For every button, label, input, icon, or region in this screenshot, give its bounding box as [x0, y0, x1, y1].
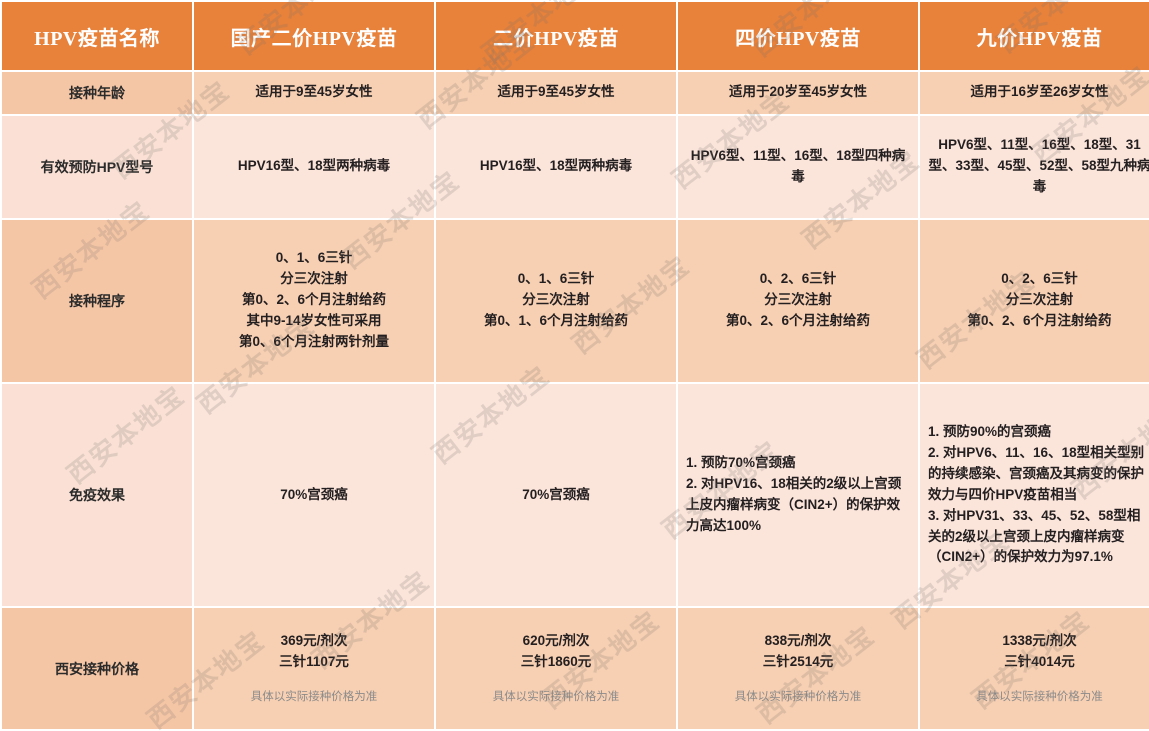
cell-line: HPV6型、11型、16型、18型、31型、33型、45型、52型、58型九种病…: [928, 137, 1149, 195]
cell-line: HPV16型、18型两种病毒: [237, 158, 391, 174]
table-cell: 0、1、6三针 分三次注射第0、2、6个月注射给药 其中9-14岁女性可采用 第0、6…: [194, 219, 434, 382]
cell-footnote: 具体以实际接种价格为准: [250, 690, 378, 703]
cell-footnote: 具体以实际接种价格为准: [492, 690, 620, 703]
cell-line: 2. 对HPV6、11、16、18型相关型别的持续感染、宫颈癌及其病变的保护效力…: [928, 444, 1145, 502]
table-cell: HPV16型、18型两种病毒: [436, 115, 676, 218]
cell-line: HPV6型、11型、16型、18型四种病毒: [690, 147, 906, 184]
column-header-1: 国产二价HPV疫苗: [194, 2, 434, 70]
table-header-row: HPV疫苗名称 国产二价HPV疫苗 二价HPV疫苗 四价HPV疫苗 九价HPV疫苗: [2, 2, 1149, 70]
table-cell: 适用于16岁至26岁女性: [920, 72, 1149, 114]
cell-line: 三针1107元: [279, 653, 349, 669]
cell-line: 适用于16岁至26岁女性: [970, 84, 1109, 100]
column-header-4: 九价HPV疫苗: [920, 2, 1149, 70]
cell-line: 适用于9至45岁女性: [497, 84, 615, 100]
cell-line: 第0、1、6个月注射给药: [483, 313, 629, 329]
cell-line: 70%宫颈癌: [522, 486, 590, 502]
table-row: 接种程序 0、1、6三针 分三次注射 第0、2、6个月注射给药 其中9-14岁女性可采用…: [2, 219, 1149, 382]
column-header-3: 四价HPV疫苗: [678, 2, 918, 70]
cell-line: 0、2、6三针: [1001, 271, 1078, 287]
table-cell: 1. 预防70%宫颈癌 2. 对HPV16、18相关的2级以上宫颈上皮内瘤样病变（…: [678, 383, 918, 607]
row-label: 西安接种价格: [2, 608, 192, 729]
cell-line: 620元/剂次: [522, 632, 590, 648]
table-row: 西安接种价格 369元/剂次 三针1107元 具体以实际接种价格为准 620元/剂次 三针…: [2, 608, 1149, 729]
cell-footnote: 具体以实际接种价格为准: [734, 690, 862, 703]
table-cell: HPV6型、11型、16型、18型四种病毒: [678, 115, 918, 218]
cell-line: 1. 预防70%宫颈癌: [686, 455, 796, 471]
table-cell: 1. 预防90%的宫颈癌 2. 对HPV6、11、16、18型相关型别的持续感染、…: [920, 383, 1149, 607]
table-row: 有效预防HPV型号 HPV16型、18型两种病毒 HPV16型、18型两种病毒 HPV…: [2, 115, 1149, 218]
cell-line: 适用于20岁至45岁女性: [728, 84, 868, 100]
row-label: 有效预防HPV型号: [2, 115, 192, 218]
cell-line: 838元/剂次: [764, 632, 832, 648]
cell-line: 三针2514元: [762, 653, 834, 669]
cell-line: 1. 预防90%的宫颈癌: [928, 423, 1052, 439]
row-label: 接种年龄: [2, 72, 192, 114]
cell-line: 适用于9至45岁女性: [255, 84, 373, 100]
table-cell: HPV6型、11型、16型、18型、31型、33型、45型、52型、58型九种病…: [920, 115, 1149, 218]
cell-line: 三针1860元: [520, 653, 592, 669]
row-label: 接种程序: [2, 219, 192, 382]
cell-line: 其中9-14岁女性可采用: [246, 313, 382, 329]
cell-line: 分三次注射: [764, 292, 832, 308]
cell-line: 0、1、6三针: [275, 250, 353, 266]
column-header-2: 二价HPV疫苗: [436, 2, 676, 70]
table-cell: 369元/剂次 三针1107元具体以实际接种价格为准: [194, 608, 434, 729]
cell-line: 70%宫颈癌: [280, 486, 348, 502]
table-cell: 适用于9至45岁女性: [194, 72, 434, 114]
cell-line: 369元/剂次: [280, 632, 348, 648]
table-cell: 620元/剂次 三针1860元具体以实际接种价格为准: [436, 608, 676, 729]
table-cell: 70%宫颈癌: [436, 383, 676, 607]
cell-line: 分三次注射: [522, 292, 590, 308]
cell-line: 1338元/剂次: [1002, 632, 1077, 648]
table-row: 免疫效果 70%宫颈癌 70%宫颈癌 1. 预防70%宫颈癌 2. 对HPV16、18相…: [2, 383, 1149, 607]
cell-line: 分三次注射: [1005, 292, 1074, 308]
cell-line: 三针4014元: [1004, 653, 1075, 669]
cell-line: 第0、2、6个月注射给药: [241, 292, 387, 308]
table-cell: 838元/剂次 三针2514元具体以实际接种价格为准: [678, 608, 918, 729]
row-label: 免疫效果: [2, 383, 192, 607]
cell-line: 2. 对HPV16、18相关的2级以上宫颈上皮内瘤样病变（CIN2+）的保护效力…: [686, 476, 902, 534]
table-cell: 0、2、6三针 分三次注射第0、2、6个月注射给药: [678, 219, 918, 382]
table-cell: 适用于20岁至45岁女性: [678, 72, 918, 114]
header-row-label: HPV疫苗名称: [2, 2, 192, 70]
table-cell: 70%宫颈癌: [194, 383, 434, 607]
cell-line: 3. 对HPV31、33、45、52、58型相关的2级以上宫颈上皮内瘤样病变（C…: [928, 507, 1141, 565]
cell-line: HPV16型、18型两种病毒: [479, 158, 633, 174]
cell-line: 第0、2、6个月注射给药: [725, 313, 871, 329]
table-cell: HPV16型、18型两种病毒: [194, 115, 434, 218]
table-cell: 0、1、6三针 分三次注射第0、1、6个月注射给药: [436, 219, 676, 382]
table-cell: 0、2、6三针 分三次注射第0、2、6个月注射给药: [920, 219, 1149, 382]
cell-line: 第0、2、6个月注射给药: [967, 313, 1112, 329]
cell-line: 第0、6个月注射两针剂量: [238, 334, 390, 350]
cell-line: 0、1、6三针: [517, 271, 595, 287]
cell-footnote: 具体以实际接种价格为准: [976, 690, 1103, 703]
cell-line: 0、2、6三针: [759, 271, 837, 287]
table-cell: 1338元/剂次 三针4014元具体以实际接种价格为准: [920, 608, 1149, 729]
table-row: 接种年龄 适用于9至45岁女性 适用于9至45岁女性 适用于20岁至45岁女性 适用于1…: [2, 72, 1149, 114]
table-cell: 适用于9至45岁女性: [436, 72, 676, 114]
cell-line: 分三次注射: [280, 271, 348, 287]
